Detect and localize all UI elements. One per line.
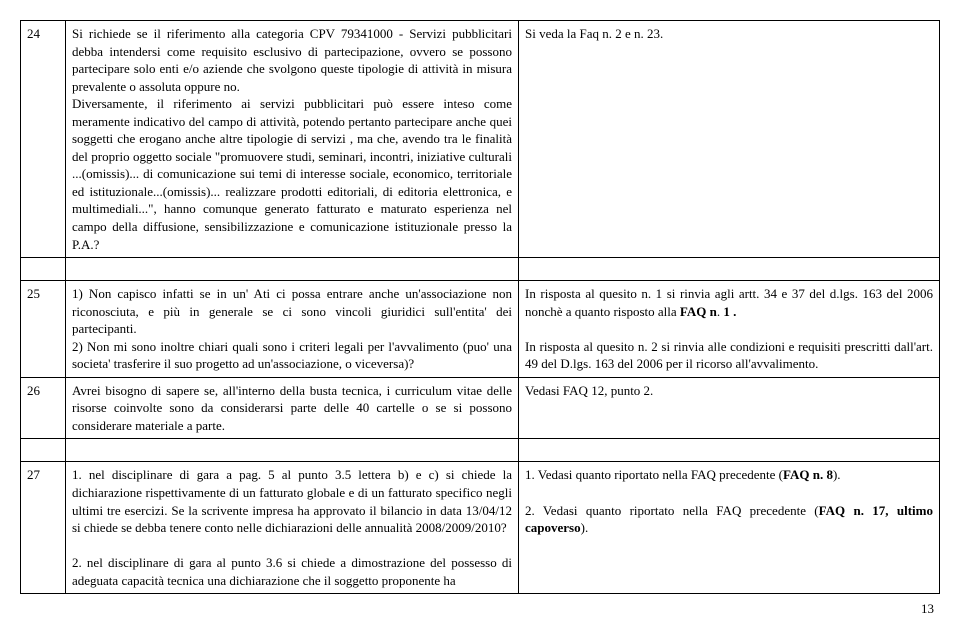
page-number: 13 <box>20 594 940 618</box>
question-cell: 1. nel disciplinare di gara a pag. 5 al … <box>66 462 519 594</box>
question-part-2: 2. nel disciplinare di gara al punto 3.6… <box>72 555 512 588</box>
answer-cell: 1. Vedasi quanto riportato nella FAQ pre… <box>519 462 940 594</box>
table-row: 26 Avrei bisogno di sapere se, all'inter… <box>21 377 940 439</box>
answer-cell: Vedasi FAQ 12, punto 2. <box>519 377 940 439</box>
table-row: 24 Si richiede se il riferimento alla ca… <box>21 21 940 258</box>
question-cell: Si richiede se il riferimento alla categ… <box>66 21 519 258</box>
answer-cell: In risposta al quesito n. 1 si rinvia ag… <box>519 281 940 378</box>
faq-table: 24 Si richiede se il riferimento alla ca… <box>20 20 940 594</box>
answer-cell: Si veda la Faq n. 2 e n. 23. <box>519 21 940 258</box>
row-number: 24 <box>21 21 66 258</box>
question-part-1: 1. nel disciplinare di gara a pag. 5 al … <box>72 467 512 535</box>
spacer-row <box>21 439 940 462</box>
table-row: 25 1) Non capisco infatti se in un' Ati … <box>21 281 940 378</box>
row-number: 27 <box>21 462 66 594</box>
spacer-row <box>21 258 940 281</box>
row-number: 26 <box>21 377 66 439</box>
row-number: 25 <box>21 281 66 378</box>
question-cell: Avrei bisogno di sapere se, all'interno … <box>66 377 519 439</box>
table-row: 27 1. nel disciplinare di gara a pag. 5 … <box>21 462 940 594</box>
question-cell: 1) Non capisco infatti se in un' Ati ci … <box>66 281 519 378</box>
